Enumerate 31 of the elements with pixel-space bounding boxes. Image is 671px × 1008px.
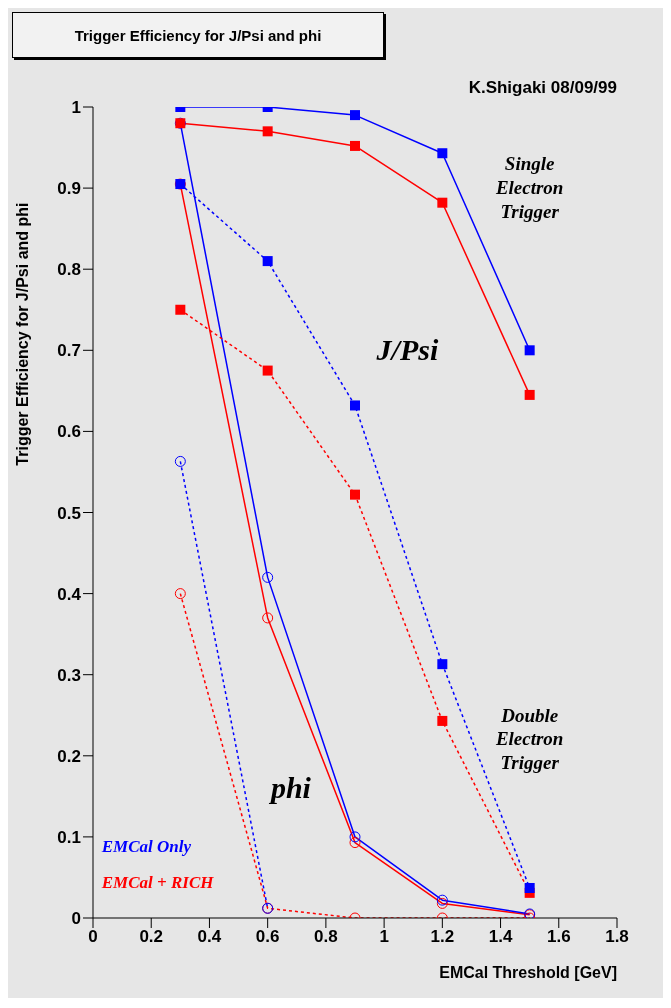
annotation: J/Psi — [375, 332, 440, 369]
text: K.Shigaki 08/09/99 — [468, 78, 617, 98]
x-tick-label: 0.2 — [139, 927, 164, 947]
annotation: Double Electron Trigger — [494, 703, 565, 776]
x-tick-label: 0.6 — [255, 927, 280, 947]
text: EMCal + RICH — [101, 871, 214, 894]
chart-title: Trigger Efficiency for J/Psi and phi — [12, 12, 384, 58]
x-tick-label: 1.2 — [430, 927, 455, 947]
x-tick-label: 1.6 — [546, 927, 571, 947]
text: EMCal Only — [101, 835, 192, 858]
y-tick-label: 0.5 — [57, 503, 81, 523]
x-tick-label: 1 — [379, 927, 389, 947]
x-tick-label: 1.4 — [488, 927, 513, 947]
annotation: phi — [268, 770, 312, 807]
y-tick-label: 0.1 — [57, 827, 81, 847]
y-tick-label: 0.8 — [57, 260, 81, 280]
y-tick-label: 1 — [71, 98, 81, 118]
x-tick-label: 0.4 — [197, 927, 222, 947]
y-tick-label: 0.3 — [57, 665, 81, 685]
y-tick-label: 0.6 — [57, 422, 81, 442]
x-tick-label: 0 — [88, 927, 98, 947]
y-tick-label: 0.4 — [57, 584, 82, 604]
y-tick-label: 0.2 — [57, 746, 81, 766]
x-tick-label: 0.8 — [314, 927, 338, 947]
x-axis-title: EMCal Threshold [GeV] — [439, 964, 617, 981]
y-tick-label: 0.7 — [57, 341, 81, 361]
y-tick-label: 0.9 — [57, 179, 81, 199]
y-axis-title: Trigger Efficiency for J/Psi and phi — [14, 202, 31, 466]
y-tick-label: 0 — [71, 909, 81, 929]
annotation: Single Electron Trigger — [494, 152, 565, 224]
x-tick-label: 1.8 — [605, 927, 629, 947]
